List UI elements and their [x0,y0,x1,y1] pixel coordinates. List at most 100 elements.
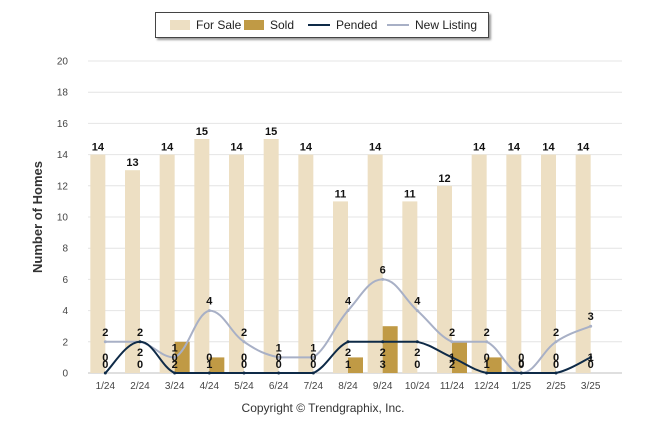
legend-line-pended [308,24,330,26]
x-tick-label: 1/25 [512,381,532,392]
data-label-for-sale: 11 [404,188,416,200]
data-label-for-sale: 14 [161,142,174,154]
point-pended [450,355,454,359]
point-pended [381,340,385,344]
point-new-listing [485,340,489,344]
x-tick-label: 2/24 [130,381,150,392]
legend-swatch-for-sale [170,20,190,30]
data-label-pended: 2 [345,347,351,359]
bar-sold [452,341,467,373]
y-tick-label: 4 [62,306,68,317]
data-label-for-sale: 14 [577,142,590,154]
point-new-listing [381,277,385,281]
x-tick-label: 6/24 [269,381,289,392]
y-axis-title: Number of Homes [30,161,45,273]
x-tick-label: 3/25 [581,381,601,392]
legend-item-for-sale: For Sale [170,13,241,37]
x-tick-label: 5/24 [234,381,254,392]
bar-for-sale [471,154,487,373]
legend-line-new-listing [387,24,409,26]
data-label-pended: 2 [414,347,420,359]
data-label-sold: 0 [310,359,316,371]
data-label-new-listing: 2 [137,327,143,339]
bar-for-sale [541,154,556,373]
data-label-sold: 1 [345,359,351,371]
bar-sold [486,357,502,373]
legend-label-for-sale: For Sale [196,18,242,32]
copyright-text: Copyright © Trendgraphix, Inc. [241,401,405,415]
data-label-for-sale: 14 [473,142,486,154]
x-tick-label: 1/24 [96,381,116,392]
data-label-pended: 0 [102,352,108,364]
point-new-listing [450,340,454,344]
data-label-pended: 0 [276,352,282,364]
x-tick-label: 12/24 [474,381,499,392]
point-new-listing [346,309,350,313]
data-label-for-sale: 12 [438,173,450,185]
legend-label-pended: Pended [336,18,378,32]
line-layer [103,277,593,375]
data-label-pended: 2 [137,347,143,359]
point-pended [589,355,593,359]
y-tick-label: 20 [57,57,69,68]
data-label-new-listing: 6 [380,264,386,276]
y-tick-label: 0 [62,369,68,380]
data-label-for-sale: 13 [126,157,138,169]
bar-for-sale [125,170,140,373]
point-pended [519,371,523,375]
data-label-for-sale: 15 [265,126,277,138]
data-label-new-listing: 4 [414,296,421,308]
data-label-for-sale: 14 [92,142,105,154]
data-label-sold: 0 [137,359,143,371]
bar-for-sale [437,185,452,373]
legend-label-new-listing: New Listing [415,18,478,32]
x-tick-label: 10/24 [405,381,430,392]
data-label-sold: 0 [276,359,282,371]
data-label-new-listing: 3 [588,311,594,323]
point-pended [311,371,315,375]
x-tick-label: 7/24 [304,381,324,392]
data-label-sold: 1 [206,359,212,371]
x-tick-label: 2/25 [546,381,566,392]
data-label-sold: 1 [484,359,490,371]
data-label-sold: 2 [172,359,178,371]
data-label-for-sale: 15 [196,126,208,138]
data-label-pended: 0 [553,352,559,364]
data-label-for-sale: 14 [230,142,243,154]
data-label-sold: 3 [380,359,386,371]
data-label-pended: 0 [310,352,316,364]
data-label-new-listing: 4 [206,296,213,308]
x-tick-label: 8/24 [338,381,358,392]
data-label-sold: 0 [588,359,594,371]
x-tick-label: 3/24 [165,381,185,392]
data-label-new-listing: 2 [241,327,247,339]
legend: For Sale Sold Pended New Listing [155,12,489,38]
data-label-new-listing: 2 [449,327,455,339]
point-pended [103,371,107,375]
point-pended [242,371,246,375]
data-label-for-sale: 14 [369,142,382,154]
data-label-new-listing: 2 [553,327,559,339]
data-label-for-sale: 11 [335,188,347,200]
y-tick-label: 18 [57,88,69,99]
point-new-listing [589,324,593,328]
bar-for-sale [506,154,522,373]
data-label-pended: 0 [206,352,212,364]
point-pended [173,371,177,375]
data-label-sold: 0 [414,359,420,371]
y-tick-label: 8 [62,244,68,255]
data-label-sold: 0 [102,359,108,371]
legend-label-sold: Sold [270,18,295,32]
point-new-listing [242,340,246,344]
bar-sold [209,357,225,373]
bar-for-sale [367,154,383,373]
legend-item-pended: Pended [308,13,377,37]
legend-swatch-sold [244,20,264,30]
bar-sold [382,326,398,373]
x-tick-label: 9/24 [373,381,393,392]
bar-for-sale [159,154,175,373]
point-pended [277,371,281,375]
